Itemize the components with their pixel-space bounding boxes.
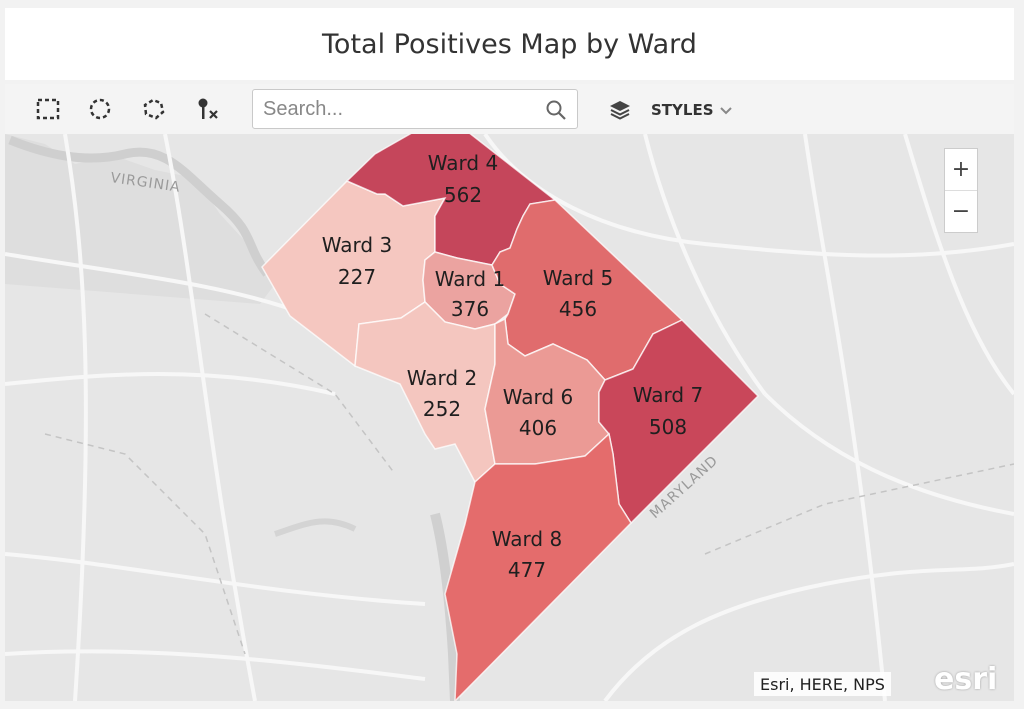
ward-8-value: 477: [508, 558, 546, 582]
zoom-in-button[interactable]: +: [951, 157, 971, 182]
chevron-down-icon: [719, 101, 732, 119]
esri-logo: esri: [934, 662, 998, 697]
zoom-control: + −: [944, 148, 978, 233]
ward-4-name: Ward 4: [428, 151, 498, 175]
search-icon[interactable]: [545, 99, 567, 121]
page-title: Total Positives Map by Ward: [322, 28, 697, 60]
ward-5-value: 456: [559, 297, 597, 321]
chart-header: Total Positives Map by Ward: [5, 8, 1014, 80]
ward-7-region[interactable]: [598, 319, 760, 525]
clear-selection-icon[interactable]: [195, 96, 221, 122]
map-view[interactable]: VIRGINIA MARYLAND Ward 3 227 Ward 4 562 …: [5, 134, 1014, 701]
lasso-select-icon[interactable]: [141, 96, 167, 122]
map-toolbar: STYLES: [5, 84, 1014, 134]
ward-2-value: 252: [423, 397, 461, 421]
ward-4-value: 562: [444, 183, 482, 207]
ward-6-name: Ward 6: [503, 385, 573, 409]
ward-1-value: 376: [451, 297, 489, 321]
ward-5-name: Ward 5: [543, 266, 613, 290]
ward-7-value: 508: [649, 415, 687, 439]
layers-icon[interactable]: [608, 98, 632, 122]
ward-labels: Ward 3 227 Ward 4 562 Ward 1 376 Ward 5 …: [322, 151, 703, 582]
styles-button[interactable]: STYLES: [651, 98, 732, 122]
ward-6-value: 406: [519, 416, 557, 440]
zoom-divider: [945, 190, 977, 191]
basemap: VIRGINIA MARYLAND Ward 3 227 Ward 4 562 …: [5, 134, 1014, 701]
ward-8-name: Ward 8: [492, 527, 562, 551]
ward-3-name: Ward 3: [322, 233, 392, 257]
map-attribution: Esri, HERE, NPS: [754, 672, 891, 696]
circle-select-icon[interactable]: [87, 96, 113, 122]
rectangle-select-icon[interactable]: [35, 96, 61, 122]
search-box: [252, 89, 578, 129]
zoom-out-button[interactable]: −: [951, 199, 971, 224]
ward-1-name: Ward 1: [435, 267, 505, 291]
styles-label: STYLES: [651, 101, 714, 119]
ward-2-name: Ward 2: [407, 366, 477, 390]
ward-7-name: Ward 7: [633, 383, 703, 407]
ward-8-region[interactable]: [444, 432, 632, 701]
ward-3-value: 227: [338, 265, 376, 289]
search-input[interactable]: [263, 96, 533, 122]
